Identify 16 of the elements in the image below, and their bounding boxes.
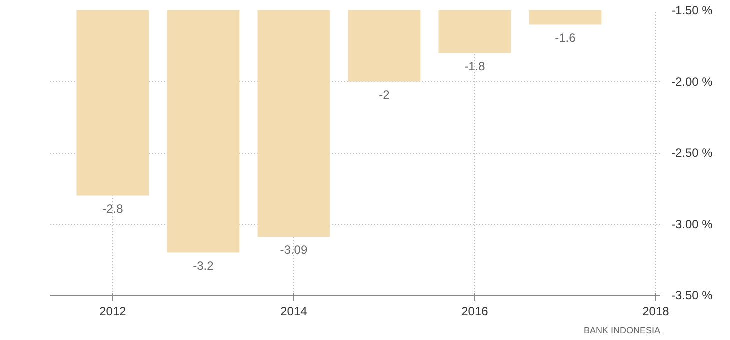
data-label: -3.2 — [193, 258, 214, 273]
data-label: -1.8 — [464, 59, 486, 74]
data-label: -2 — [379, 88, 390, 102]
x-tick-label: 2016 — [462, 304, 489, 318]
data-label: -2.8 — [102, 202, 124, 216]
y-tick-label: -3.00 % — [672, 217, 714, 232]
y-tick-label: -1.50 % — [672, 4, 714, 18]
data-label: -3.09 — [280, 243, 308, 258]
x-tick-label: 2018 — [642, 304, 670, 318]
y-tick-label: -2.00 % — [672, 74, 714, 89]
y-tick-label: -2.50 % — [672, 146, 714, 160]
text: BANK INDONESIA — [584, 326, 661, 336]
x-tick-label: 2012 — [100, 304, 127, 318]
y-tick-label: -3.50 % — [672, 288, 714, 302]
x-tick-label: 2014 — [280, 304, 308, 318]
data-label: -1.6 — [555, 30, 576, 45]
